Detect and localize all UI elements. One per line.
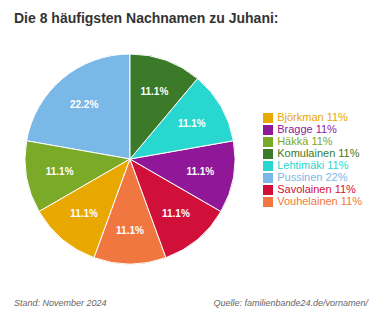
html-text:Björkman 11%: Björkman 11% bbox=[277, 110, 348, 123]
svg-text:11.1%: 11.1% bbox=[70, 208, 98, 219]
svg-text:11.1%: 11.1% bbox=[178, 118, 206, 129]
html-text:Häkkä 11%: Häkkä 11% bbox=[277, 134, 333, 147]
svg-text:11.1%: 11.1% bbox=[116, 225, 144, 236]
html-text:Vouhelainen 11%: Vouhelainen 11% bbox=[277, 195, 362, 208]
svg-text:11.1%: 11.1% bbox=[162, 208, 190, 219]
html-text:Stand: November 2024: Stand: November 2024 bbox=[14, 298, 107, 308]
svg-text:22.2%: 22.2% bbox=[70, 99, 98, 110]
svg-text:11.1%: 11.1% bbox=[141, 86, 169, 97]
svg-text:11.1%: 11.1% bbox=[186, 166, 214, 177]
html-text:Quelle: familienbande24.de/vor: Quelle: familienbande24.de/vornamen/ bbox=[213, 298, 368, 308]
html-text:Savolainen 11%: Savolainen 11% bbox=[277, 183, 356, 196]
html-text:Komulainen 11%: Komulainen 11% bbox=[277, 146, 360, 159]
html-text:Pussinen 22%: Pussinen 22% bbox=[277, 171, 348, 184]
svg-text:11.1%: 11.1% bbox=[46, 166, 74, 177]
html-text:Bragge 11%: Bragge 11% bbox=[277, 122, 337, 135]
html-text:Lehtimäki 11%: Lehtimäki 11% bbox=[277, 159, 349, 171]
html-text:Die 8 häufigsten Nachnamen zu: Die 8 häufigsten Nachnamen zu Juhani: bbox=[14, 10, 279, 26]
